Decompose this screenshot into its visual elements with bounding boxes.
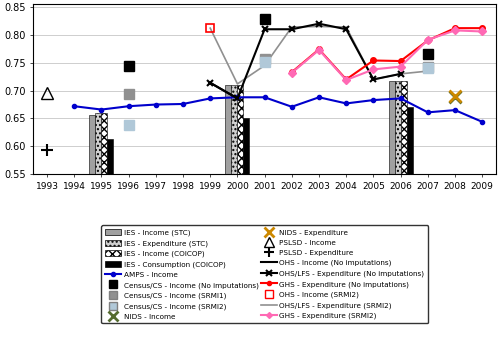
Legend: IES - Income (STC), IES - Expenditure (STC), IES - Income (COICOP), IES - Consum: IES - Income (STC), IES - Expenditure (S… [101, 226, 428, 323]
Bar [96, 113, 102, 174]
Bar [90, 115, 96, 174]
Bar [388, 81, 394, 174]
Bar [394, 81, 400, 174]
Bar [244, 119, 250, 174]
Bar [102, 113, 107, 174]
Bar [400, 81, 406, 174]
Bar [226, 85, 232, 174]
Bar [238, 85, 244, 174]
Bar [108, 139, 114, 174]
Bar [232, 85, 237, 174]
Bar [406, 107, 412, 174]
